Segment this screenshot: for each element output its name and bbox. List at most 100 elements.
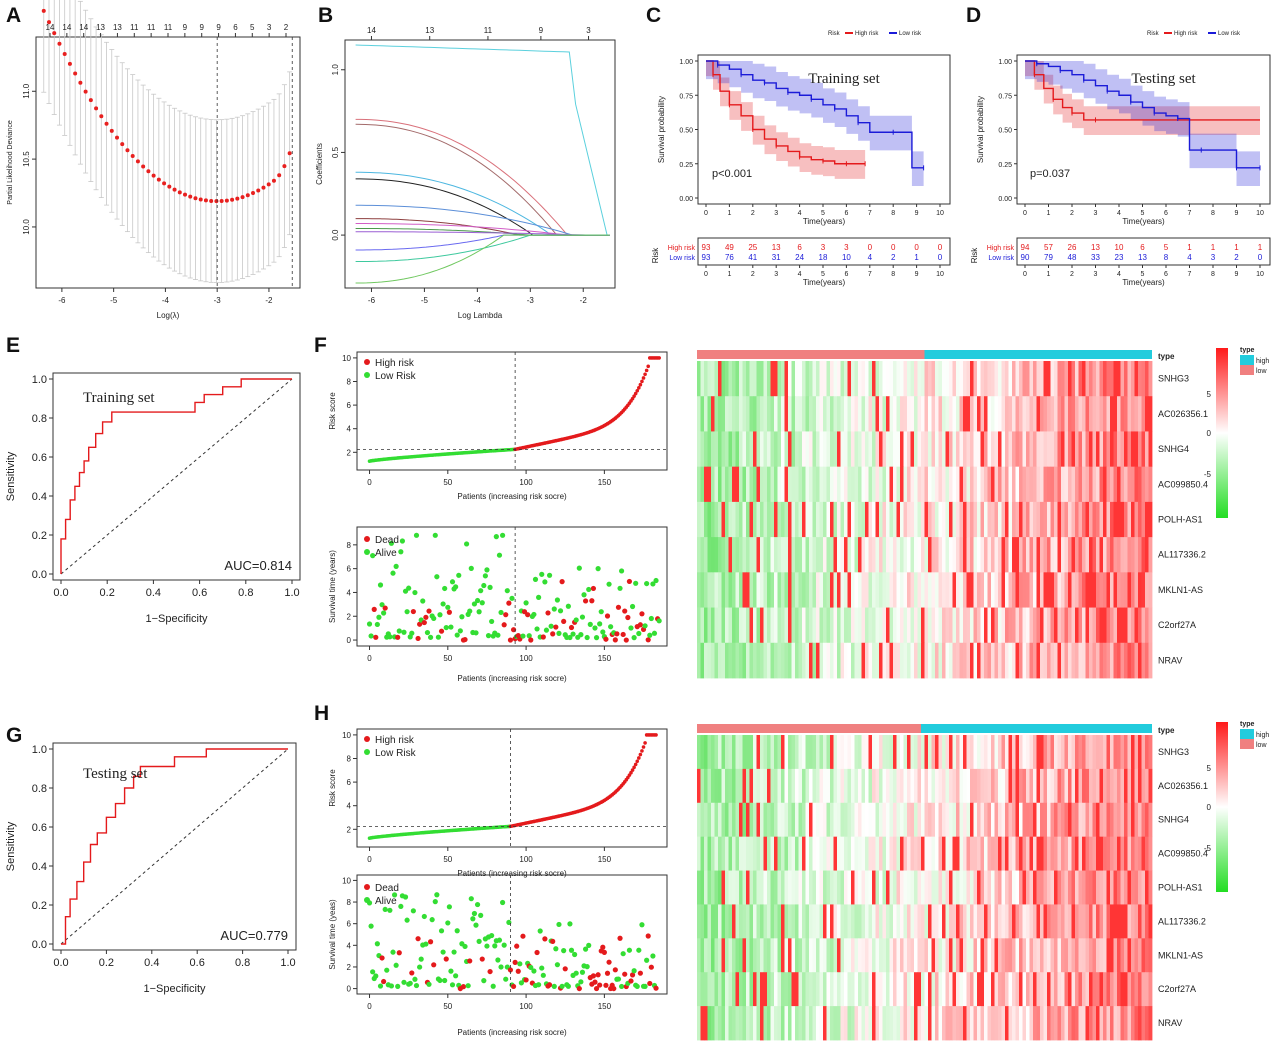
x-tick-label: 0.6 [192,587,207,599]
heatmap-cell [987,735,992,770]
heatmap-cell [742,735,747,770]
heatmap-cell [875,572,880,608]
heatmap-cell [781,735,785,770]
deviance-point [94,106,99,111]
y-tick-label: 0.4 [32,491,47,503]
heatmap-cell [784,1006,789,1041]
heatmap-cell [991,501,995,538]
heatmap-cell [1047,938,1051,973]
heatmap-cell [788,836,792,871]
x-tick-label: 1 [1047,271,1051,278]
heatmap-cell [959,768,964,804]
survival-point [498,964,504,970]
heatmap-cell [718,431,722,468]
heatmap-cell [777,572,782,608]
heatmap-cell [917,802,922,838]
heatmap-cell [1008,361,1013,397]
heatmap-cell [963,904,967,939]
heatmap-cell [1036,361,1041,397]
heatmap-cell [725,1006,729,1041]
survival-point [550,631,556,637]
risk-table-label: Risk [651,247,660,264]
heatmap-cell [1075,361,1079,397]
x-tick-label: 10 [1256,210,1264,217]
heatmap-cell [1068,938,1072,973]
heatmap-cell [791,768,796,804]
heatmap-cell [1082,802,1086,838]
annotation-label: type [1158,352,1175,361]
heatmap-cell [1005,802,1009,838]
heatmap-cell [956,572,960,608]
heatmap-cell [959,361,964,397]
heatmap-cell [980,735,985,770]
top-tick-label: 13 [113,23,122,32]
risk-count: 25 [748,243,757,252]
survival-point [476,609,482,615]
heatmap-cell [704,870,708,905]
heatmap-cell [1082,396,1086,432]
x-axis-label: Log(λ) [157,311,180,320]
heatmap-cell [966,802,971,838]
heatmap-cell [844,904,848,939]
y-tick-label: 4 [347,802,352,811]
heatmap-cell [879,537,883,573]
survival-point [595,972,601,978]
heatmap-cell [791,972,796,1007]
heatmap-cell [980,431,985,468]
survival-point [567,921,573,927]
heatmap-cell [1008,431,1013,468]
heatmap-cell [1096,466,1100,503]
heatmap-cell [1113,396,1118,432]
heatmap-cell [1089,572,1093,608]
heatmap-cell [1089,836,1093,871]
heatmap-cell [704,466,708,503]
heatmap-cell [928,642,932,679]
heatmap-cell [791,870,796,905]
risk-row-label: High risk [668,245,696,252]
heatmap-cell [1103,972,1107,1007]
heatmap-cell [900,870,904,905]
heatmap-cell [1043,802,1048,838]
heatmap-cell [1071,466,1076,503]
heatmap-cell [952,396,957,432]
heatmap-cell [1110,642,1114,679]
heatmap-cell [777,537,782,573]
heatmap-cell [851,836,855,871]
heatmap-cell [893,607,897,644]
heatmap-cell [991,431,995,468]
heatmap-cell [1015,972,1020,1007]
heatmap-cell [791,607,796,644]
heatmap-cell [1096,642,1100,679]
heatmap-cell [1022,501,1027,538]
heatmap-cell [931,607,936,644]
risk-count: 1 [914,253,919,262]
deviance-point [172,187,177,192]
survival-point [498,609,504,616]
heatmap-cell [728,501,733,538]
survival-point [507,637,514,643]
heatmap-cell [1019,802,1023,838]
heatmap-cell [865,431,869,468]
heatmap-cell [784,768,789,804]
heatmap-cell [718,972,722,1007]
heatmap-cell [798,572,803,608]
heatmap-cell [858,607,862,644]
heatmap-cell [949,768,953,804]
gene-label: POLH-AS1 [1158,515,1203,525]
deviance-point [99,114,104,119]
x-tick-label: -5 [421,296,429,305]
heatmap-cell [973,768,978,804]
heatmap-cell [1078,396,1083,432]
heatmap-cell [868,572,873,608]
heatmap-cell [767,501,771,538]
x-tick-label: 0.8 [235,957,250,969]
heatmap-cell [914,607,918,644]
heatmap-cell [732,642,736,679]
heatmap-cell [777,735,782,770]
heatmap-cell [998,396,1002,432]
heatmap-cell [1047,735,1051,770]
survival-point [629,603,636,610]
survival-point [448,968,454,974]
heatmap-cell [973,572,978,608]
heatmap-cell [746,361,750,397]
